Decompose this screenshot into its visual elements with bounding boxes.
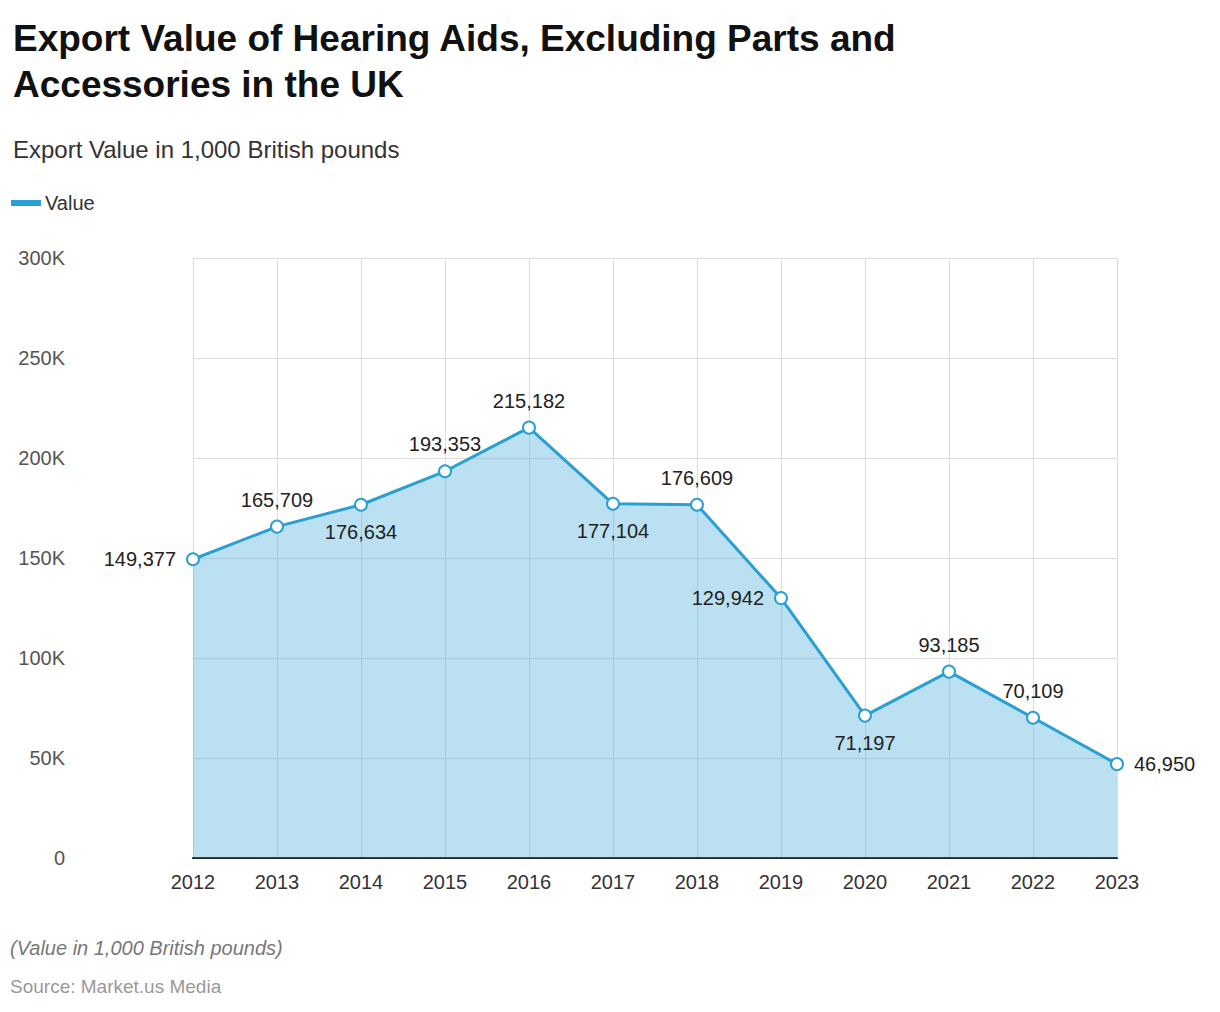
svg-text:2019: 2019 xyxy=(759,871,804,893)
svg-text:2023: 2023 xyxy=(1095,871,1140,893)
svg-text:2012: 2012 xyxy=(171,871,216,893)
svg-text:Export Value of Hearing Aids,: Export Value of Hearing Aids, Excluding … xyxy=(13,18,906,59)
svg-text:165,709: 165,709 xyxy=(241,489,313,511)
svg-text:46,950: 46,950 xyxy=(1134,753,1195,775)
svg-text:193,353: 193,353 xyxy=(409,433,481,455)
svg-text:176,634: 176,634 xyxy=(325,521,397,543)
svg-text:50K: 50K xyxy=(29,747,65,769)
svg-text:70,109: 70,109 xyxy=(1002,680,1063,702)
svg-text:2020: 2020 xyxy=(843,871,888,893)
svg-text:Source: Market.us Media: Source: Market.us Media xyxy=(10,976,222,997)
svg-text:129,942: 129,942 xyxy=(692,587,764,609)
svg-text:2018: 2018 xyxy=(675,871,720,893)
svg-text:2021: 2021 xyxy=(927,871,972,893)
svg-text:Export Value in 1,000 British: Export Value in 1,000 British pounds xyxy=(13,136,399,163)
svg-text:93,185: 93,185 xyxy=(918,634,979,656)
svg-text:0: 0 xyxy=(54,847,65,869)
svg-text:2015: 2015 xyxy=(423,871,468,893)
svg-text:Value: Value xyxy=(45,192,95,214)
svg-text:(Value in 1,000 British pounds: (Value in 1,000 British pounds) xyxy=(10,937,283,959)
svg-text:215,182: 215,182 xyxy=(493,390,565,412)
svg-text:250K: 250K xyxy=(18,347,65,369)
svg-text:177,104: 177,104 xyxy=(577,520,649,542)
svg-text:150K: 150K xyxy=(18,547,65,569)
svg-text:100K: 100K xyxy=(18,647,65,669)
svg-text:176,609: 176,609 xyxy=(661,467,733,489)
svg-text:2013: 2013 xyxy=(255,871,300,893)
svg-text:2014: 2014 xyxy=(339,871,384,893)
svg-text:Accessories in the UK: Accessories in the UK xyxy=(13,64,404,105)
svg-text:2016: 2016 xyxy=(507,871,552,893)
svg-text:2022: 2022 xyxy=(1011,871,1056,893)
svg-text:300K: 300K xyxy=(18,247,65,269)
svg-text:2017: 2017 xyxy=(591,871,636,893)
svg-text:200K: 200K xyxy=(18,447,65,469)
svg-text:71,197: 71,197 xyxy=(834,732,895,754)
svg-text:149,377: 149,377 xyxy=(104,548,176,570)
